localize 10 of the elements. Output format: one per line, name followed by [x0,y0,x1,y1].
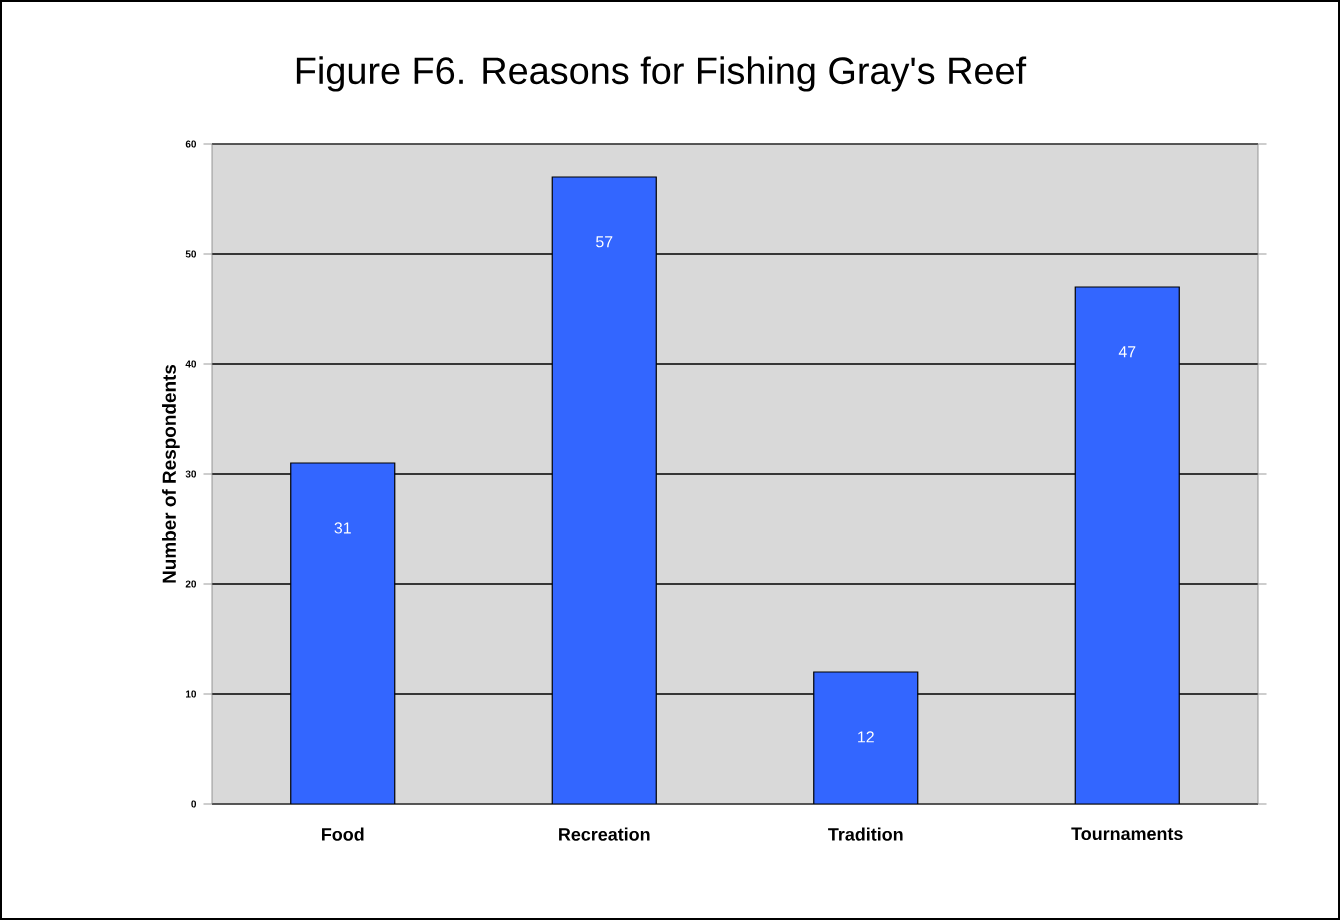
x-tick-label: Recreation [559,827,650,841]
bar [290,462,396,804]
chart-title: Figure F6. Reasons for Fishing Gray's Reef [296,56,1027,92]
x-tick-label: Tradition [828,827,903,841]
bar [1074,286,1180,804]
bar [551,176,657,804]
bar [813,671,919,804]
y-axis-title: Number of Respondents [162,364,180,583]
x-tick-label: Tournaments [1071,827,1183,841]
x-tick-label: Food [322,827,364,841]
